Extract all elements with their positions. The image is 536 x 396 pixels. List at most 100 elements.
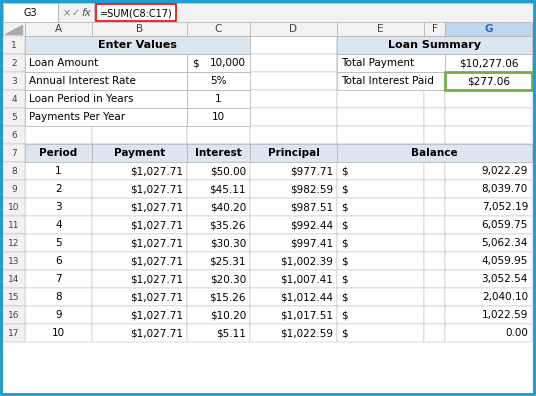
Text: 1,022.59: 1,022.59 — [482, 310, 528, 320]
Text: 8,039.70: 8,039.70 — [482, 184, 528, 194]
Text: 3: 3 — [55, 202, 62, 212]
Text: 9: 9 — [11, 185, 17, 194]
Bar — [445, 108, 532, 126]
Text: ✓: ✓ — [72, 8, 80, 18]
Bar — [337, 126, 424, 144]
Text: Loan Summary: Loan Summary — [388, 40, 481, 50]
Text: F: F — [431, 24, 437, 34]
Text: 16: 16 — [8, 310, 20, 320]
Bar — [337, 324, 424, 342]
Text: 10: 10 — [8, 202, 20, 211]
Bar — [250, 72, 337, 90]
Bar — [250, 198, 337, 216]
Text: B: B — [136, 24, 143, 34]
Text: 3,052.54: 3,052.54 — [482, 274, 528, 284]
Text: Total Payment: Total Payment — [341, 58, 414, 68]
Text: 10: 10 — [52, 328, 65, 338]
Bar — [3, 126, 25, 144]
Bar — [337, 162, 424, 180]
Text: Period: Period — [39, 148, 78, 158]
Bar — [25, 162, 92, 180]
Bar — [187, 126, 250, 144]
Text: $1,007.41: $1,007.41 — [280, 274, 333, 284]
Bar — [92, 288, 187, 306]
Text: 8: 8 — [55, 292, 62, 302]
Text: $10.20: $10.20 — [210, 310, 246, 320]
Bar — [445, 126, 532, 144]
Text: $1,027.71: $1,027.71 — [130, 184, 183, 194]
Bar — [92, 306, 187, 324]
Text: E: E — [377, 24, 384, 34]
Bar — [25, 54, 187, 72]
Bar — [445, 72, 532, 90]
Bar — [3, 252, 25, 270]
Bar — [187, 54, 250, 72]
Text: $: $ — [341, 256, 348, 266]
Bar — [424, 22, 445, 36]
Text: fx: fx — [81, 8, 91, 18]
Bar — [92, 126, 187, 144]
Bar — [187, 162, 250, 180]
Bar — [445, 162, 532, 180]
Bar — [25, 288, 92, 306]
Bar — [445, 144, 532, 162]
Bar — [337, 198, 424, 216]
Bar — [92, 198, 187, 216]
Bar — [3, 3, 533, 22]
Bar — [25, 90, 187, 108]
Text: $10,277.06: $10,277.06 — [459, 58, 518, 68]
Bar — [187, 108, 250, 126]
Bar — [3, 306, 25, 324]
Text: $987.51: $987.51 — [290, 202, 333, 212]
Text: 6,059.75: 6,059.75 — [482, 220, 528, 230]
Bar — [3, 270, 25, 288]
Text: 10: 10 — [212, 112, 225, 122]
Text: $1,027.71: $1,027.71 — [130, 256, 183, 266]
Bar — [187, 198, 250, 216]
Text: $30.30: $30.30 — [210, 238, 246, 248]
Bar — [445, 234, 532, 252]
Bar — [25, 252, 92, 270]
Bar — [187, 234, 250, 252]
Text: 5: 5 — [55, 238, 62, 248]
Bar — [337, 90, 424, 108]
Text: $1,027.71: $1,027.71 — [130, 328, 183, 338]
Bar — [3, 54, 25, 72]
Bar — [25, 36, 92, 54]
Bar — [337, 144, 532, 162]
Text: 9,022.29: 9,022.29 — [482, 166, 528, 176]
Bar — [25, 306, 92, 324]
Bar — [424, 54, 445, 72]
Bar — [92, 22, 187, 36]
Text: $1,027.71: $1,027.71 — [130, 166, 183, 176]
Text: Balance: Balance — [411, 148, 458, 158]
Text: $50.00: $50.00 — [210, 166, 246, 176]
Text: $: $ — [341, 310, 348, 320]
Text: Interest: Interest — [195, 148, 242, 158]
Bar — [337, 144, 424, 162]
Bar — [92, 54, 187, 72]
Text: $5.11: $5.11 — [216, 328, 246, 338]
Bar — [25, 22, 92, 36]
Text: =SUM(C8:C17): =SUM(C8:C17) — [100, 8, 173, 18]
Bar — [250, 306, 337, 324]
Bar — [92, 144, 187, 162]
Bar — [337, 270, 424, 288]
Text: $: $ — [341, 220, 348, 230]
Bar — [250, 54, 337, 72]
Bar — [92, 234, 187, 252]
Text: 5: 5 — [11, 112, 17, 122]
Bar — [337, 180, 424, 198]
Text: $40.20: $40.20 — [210, 202, 246, 212]
Bar — [250, 216, 337, 234]
Bar — [187, 216, 250, 234]
Bar — [25, 144, 92, 162]
Bar — [3, 22, 25, 342]
Text: 2,040.10: 2,040.10 — [482, 292, 528, 302]
Bar — [92, 162, 187, 180]
Text: $1,027.71: $1,027.71 — [130, 274, 183, 284]
Text: $35.26: $35.26 — [210, 220, 246, 230]
Text: Payments Per Year: Payments Per Year — [29, 112, 125, 122]
Bar — [3, 162, 25, 180]
Bar — [187, 54, 250, 72]
